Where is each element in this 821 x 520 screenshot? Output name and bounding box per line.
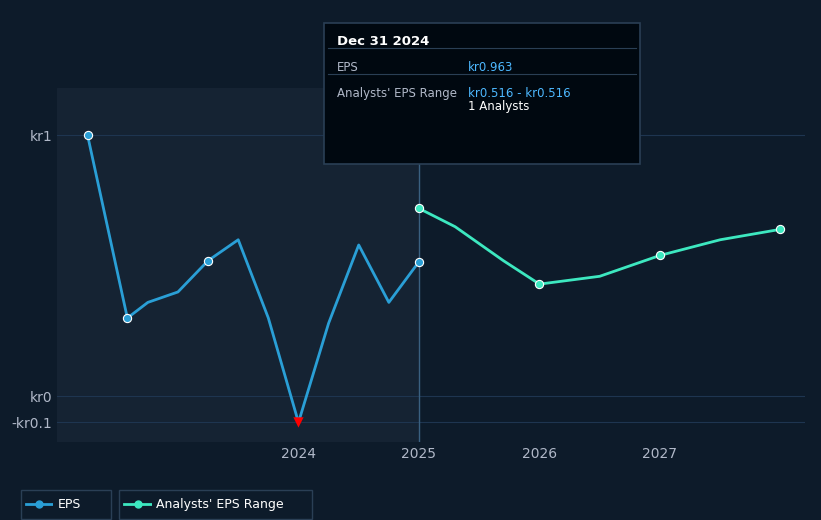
Point: [81, 131, 94, 139]
Point: [121, 314, 134, 322]
Text: EPS: EPS: [57, 498, 80, 511]
Point: [33, 500, 46, 509]
Text: Actual: Actual: [374, 91, 413, 104]
Text: Dec 31 2024: Dec 31 2024: [337, 35, 429, 48]
Text: Analysts Forecasts: Analysts Forecasts: [425, 91, 541, 104]
Text: kr0.963: kr0.963: [468, 61, 513, 74]
Point: [131, 500, 144, 509]
Point: [292, 418, 305, 426]
Point: [201, 256, 214, 265]
Point: [774, 225, 787, 233]
Point: [654, 251, 667, 259]
Text: Analysts' EPS Range: Analysts' EPS Range: [337, 87, 456, 100]
Text: EPS: EPS: [337, 61, 358, 74]
Point: [412, 257, 425, 266]
Text: kr0.516 - kr0.516: kr0.516 - kr0.516: [468, 87, 571, 100]
Point: [412, 204, 425, 213]
Text: Analysts' EPS Range: Analysts' EPS Range: [156, 498, 283, 511]
Point: [533, 280, 546, 288]
Bar: [57, 88, 419, 442]
Text: 1 Analysts: 1 Analysts: [468, 100, 530, 113]
